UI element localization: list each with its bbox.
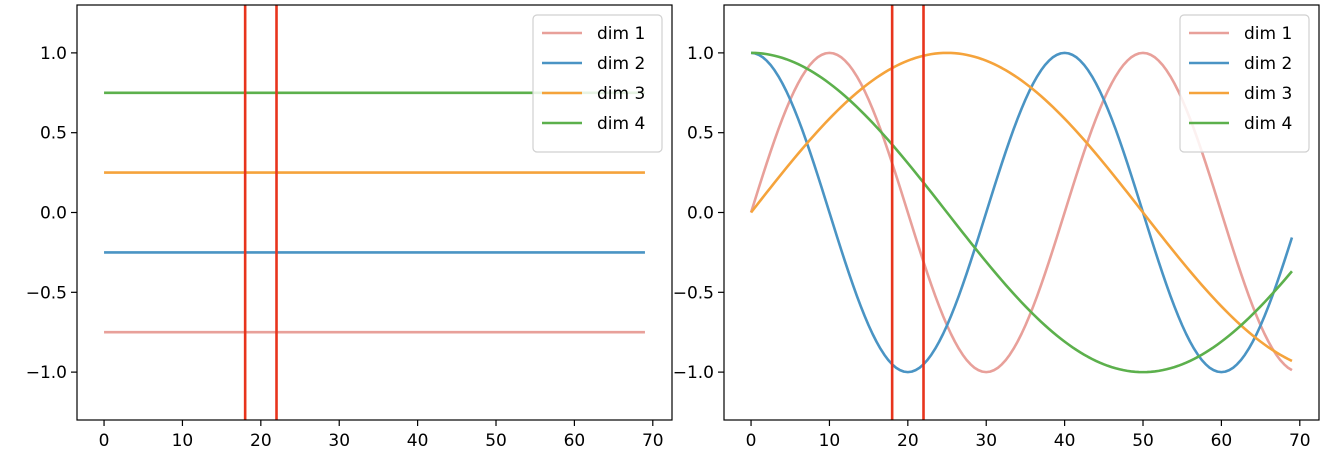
right-xtick-label: 50 [1132, 431, 1154, 451]
left-ytick-label: 0.0 [40, 204, 67, 224]
left-legend: dim 1 dim 2 dim 3 dim 4 [532, 14, 663, 153]
right-xtick-label: 10 [819, 431, 841, 451]
right-legend-label-dim-4: dim 4 [1244, 114, 1292, 134]
left-xtick-label: 50 [485, 431, 507, 451]
right-ytick-label: 0.5 [687, 124, 714, 144]
left-xtick-label: 40 [407, 431, 429, 451]
left-legend-label-dim-3: dim 3 [597, 84, 645, 104]
right-legend-label-dim-2: dim 2 [1244, 54, 1292, 74]
left-xtick-label: 60 [564, 431, 586, 451]
right-legend-label-dim-1: dim 1 [1244, 24, 1292, 44]
right-legend-label-dim-3: dim 3 [1244, 84, 1292, 104]
right-series-group [749, 51, 1294, 374]
left-legend-box [532, 14, 663, 153]
left-ytick-label: 0.5 [40, 124, 67, 144]
right-xtick-label: 40 [1054, 431, 1076, 451]
left-xtick-label: 70 [642, 431, 664, 451]
right-series-line-dim-4 [751, 51, 1293, 374]
left-ytick-label: 1.0 [40, 44, 67, 64]
left-legend-label-dim-4: dim 4 [597, 114, 645, 134]
left-xtick-label: 20 [250, 431, 272, 451]
right-legend-box [1179, 14, 1310, 153]
right-series-line-dim-2 [750, 51, 1294, 374]
right-xtick-label: 0 [746, 431, 757, 451]
right-ytick-label: 1.0 [687, 44, 714, 64]
left-legend-label-dim-2: dim 2 [597, 54, 645, 74]
right-ytick-label: 0.0 [687, 204, 714, 224]
right-xtick-label: 20 [897, 431, 919, 451]
right-xtick-label: 30 [975, 431, 997, 451]
left-ytick-label: −0.5 [26, 283, 67, 303]
left-xtick-label: 10 [172, 431, 194, 451]
left-xtick-label: 0 [99, 431, 110, 451]
right-xtick-label: 70 [1289, 431, 1311, 451]
right-xtick-label: 60 [1211, 431, 1233, 451]
right-ytick-label: −1.0 [673, 363, 714, 383]
right-ytick-label: −0.5 [673, 283, 714, 303]
right-series-line-dim-3 [750, 51, 1293, 363]
right-legend: dim 1 dim 2 dim 3 dim 4 [1179, 14, 1310, 153]
left-ytick-label: −1.0 [26, 363, 67, 383]
left-legend-label-dim-1: dim 1 [597, 24, 645, 44]
left-xtick-label: 30 [328, 431, 350, 451]
